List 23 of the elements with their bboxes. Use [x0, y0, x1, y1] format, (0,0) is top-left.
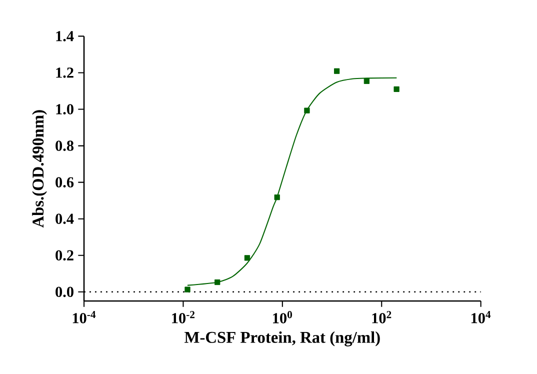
y-axis-title: Abs.(OD.490nm): [32, 110, 47, 228]
point: [244, 255, 250, 261]
point: [274, 194, 280, 200]
x-tick-label: 10$^{2}$: [372, 311, 392, 324]
point: [214, 279, 220, 286]
point: [394, 86, 400, 92]
y-tick-label: 0.2: [56, 250, 74, 261]
point: [334, 68, 340, 74]
y-tick-label: 1.2: [56, 68, 74, 78]
y-tick-label: 0.4: [56, 214, 74, 224]
x-tick-label: 10$^{0}$: [273, 311, 292, 324]
point: [364, 78, 370, 84]
x-tick-label: 10$^{4}$: [471, 311, 491, 324]
point: [184, 286, 190, 292]
point: [304, 108, 310, 114]
x-tick-label: 10$^{-4}$: [72, 311, 96, 324]
y-tick-label: 1.4: [56, 31, 74, 42]
x-axis-title: M-CSF Protein, Rat (ng/ml): [184, 331, 380, 346]
y-tick-label: 0.8: [56, 140, 74, 151]
x-tick-label: 10$^{-2}$: [172, 311, 195, 324]
y-tick-label: 0.0: [56, 286, 74, 298]
y-tick-label: 0.6: [56, 177, 74, 188]
y-tick-label: 1.0: [56, 104, 74, 114]
